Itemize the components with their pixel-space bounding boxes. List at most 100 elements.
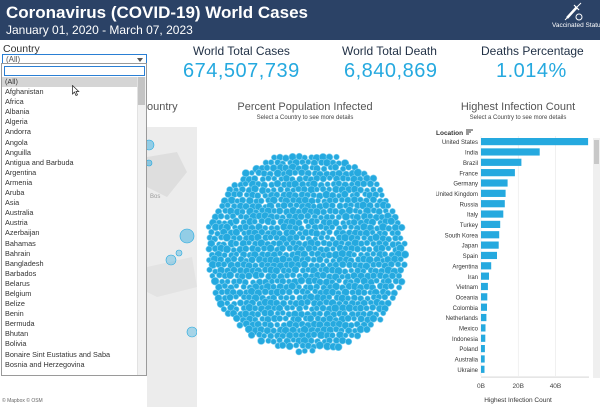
bubble[interactable] (291, 169, 299, 176)
country-option[interactable]: Belarus (5, 278, 30, 288)
country-option[interactable]: Australia (5, 208, 34, 218)
bubble[interactable] (217, 212, 225, 220)
bubble[interactable] (332, 196, 339, 204)
bubble[interactable] (380, 310, 387, 317)
bubble[interactable] (243, 191, 250, 198)
bubble[interactable] (332, 336, 340, 344)
bubble[interactable] (237, 213, 245, 220)
bubble[interactable] (251, 218, 258, 225)
bubble[interactable] (295, 348, 303, 356)
bubble[interactable] (324, 234, 331, 241)
bar[interactable] (481, 334, 486, 342)
bubble[interactable] (241, 169, 250, 178)
bar[interactable] (481, 179, 508, 187)
bubble[interactable] (364, 295, 371, 302)
bubble[interactable] (387, 217, 396, 226)
bubble[interactable] (297, 276, 306, 285)
bubble[interactable] (265, 337, 272, 344)
bubble[interactable] (366, 246, 373, 253)
bubble[interactable] (247, 331, 256, 339)
bubble[interactable] (310, 191, 317, 199)
bubble[interactable] (220, 306, 228, 313)
bubble[interactable] (398, 278, 406, 286)
bar[interactable] (481, 272, 489, 280)
bubble[interactable] (319, 175, 327, 183)
bubble[interactable] (360, 180, 368, 188)
country-option[interactable]: Benin (5, 309, 24, 319)
country-option[interactable]: Angola (5, 137, 28, 147)
bubble[interactable] (310, 331, 318, 339)
bar-chart[interactable]: United States India Brazil France Germany Uni… (436, 136, 594, 396)
country-option[interactable]: Bhutan (5, 329, 29, 339)
bubble[interactable] (319, 271, 327, 279)
bubble[interactable] (401, 261, 408, 268)
bubble[interactable] (389, 208, 396, 215)
bubble[interactable] (329, 236, 336, 242)
bubble[interactable] (292, 233, 300, 241)
bubble[interactable] (363, 239, 371, 247)
bubble[interactable] (299, 234, 306, 241)
bubble[interactable] (353, 245, 362, 253)
bubble[interactable] (274, 321, 281, 328)
bubble[interactable] (357, 186, 365, 194)
country-option[interactable]: Bolivia (5, 339, 27, 349)
bubble[interactable] (322, 201, 330, 210)
country-option[interactable]: Barbados (5, 268, 37, 278)
bubble[interactable] (285, 342, 294, 351)
bubble[interactable] (277, 186, 284, 193)
bubble[interactable] (363, 305, 370, 312)
country-option[interactable]: Bangladesh (5, 258, 44, 268)
bubble[interactable] (293, 342, 300, 349)
bubble[interactable] (248, 256, 256, 264)
bubble[interactable] (282, 315, 289, 322)
bubble[interactable] (345, 303, 354, 313)
bubble[interactable] (236, 321, 244, 329)
bubble[interactable] (245, 239, 252, 246)
bubble[interactable] (397, 255, 404, 263)
bubble[interactable] (254, 310, 262, 318)
country-option[interactable]: Bahrain (5, 248, 31, 258)
country-option[interactable]: Andorra (5, 127, 31, 137)
bubble[interactable] (224, 213, 231, 221)
bubble[interactable] (300, 260, 309, 269)
bar[interactable] (481, 169, 515, 177)
bar[interactable] (481, 210, 504, 218)
bubble[interactable] (220, 261, 228, 268)
bubble[interactable] (381, 293, 389, 301)
bubble[interactable] (270, 338, 277, 345)
bubble[interactable] (271, 154, 278, 161)
bubble[interactable] (335, 213, 342, 221)
bubble[interactable] (363, 325, 371, 334)
bubble[interactable] (270, 219, 277, 226)
bubble[interactable] (278, 288, 287, 296)
sort-icon[interactable] (465, 129, 473, 135)
bubble[interactable] (224, 201, 231, 209)
bubble[interactable] (394, 261, 402, 268)
bubble[interactable] (325, 251, 333, 259)
bubble[interactable] (273, 234, 280, 241)
bubble[interactable] (384, 202, 392, 209)
bubble[interactable] (266, 309, 275, 317)
bubble[interactable] (342, 332, 349, 339)
dropdown-scroll-thumb[interactable] (138, 77, 145, 105)
bubble[interactable] (283, 272, 291, 279)
bubble[interactable] (232, 314, 241, 323)
bubble[interactable] (356, 304, 365, 312)
bubble[interactable] (278, 341, 287, 350)
bubble[interactable] (387, 282, 395, 290)
bubble[interactable] (221, 282, 228, 290)
bubble[interactable] (338, 260, 347, 269)
bubble[interactable] (283, 294, 290, 301)
bubble[interactable] (329, 224, 336, 231)
bubble[interactable] (315, 197, 322, 204)
bubble[interactable] (276, 250, 283, 257)
bubble[interactable] (338, 336, 347, 345)
bubble[interactable] (298, 225, 305, 232)
bubble[interactable] (260, 169, 268, 177)
bubble[interactable] (301, 347, 308, 354)
bubble[interactable] (313, 305, 320, 312)
bubble[interactable] (357, 240, 365, 247)
bubble[interactable] (240, 283, 247, 290)
bubble[interactable] (206, 266, 213, 273)
bubble[interactable] (326, 174, 333, 181)
